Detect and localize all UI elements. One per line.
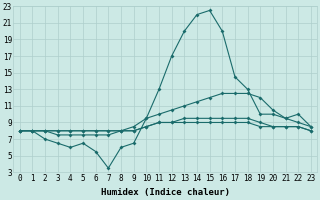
- X-axis label: Humidex (Indice chaleur): Humidex (Indice chaleur): [101, 188, 230, 197]
